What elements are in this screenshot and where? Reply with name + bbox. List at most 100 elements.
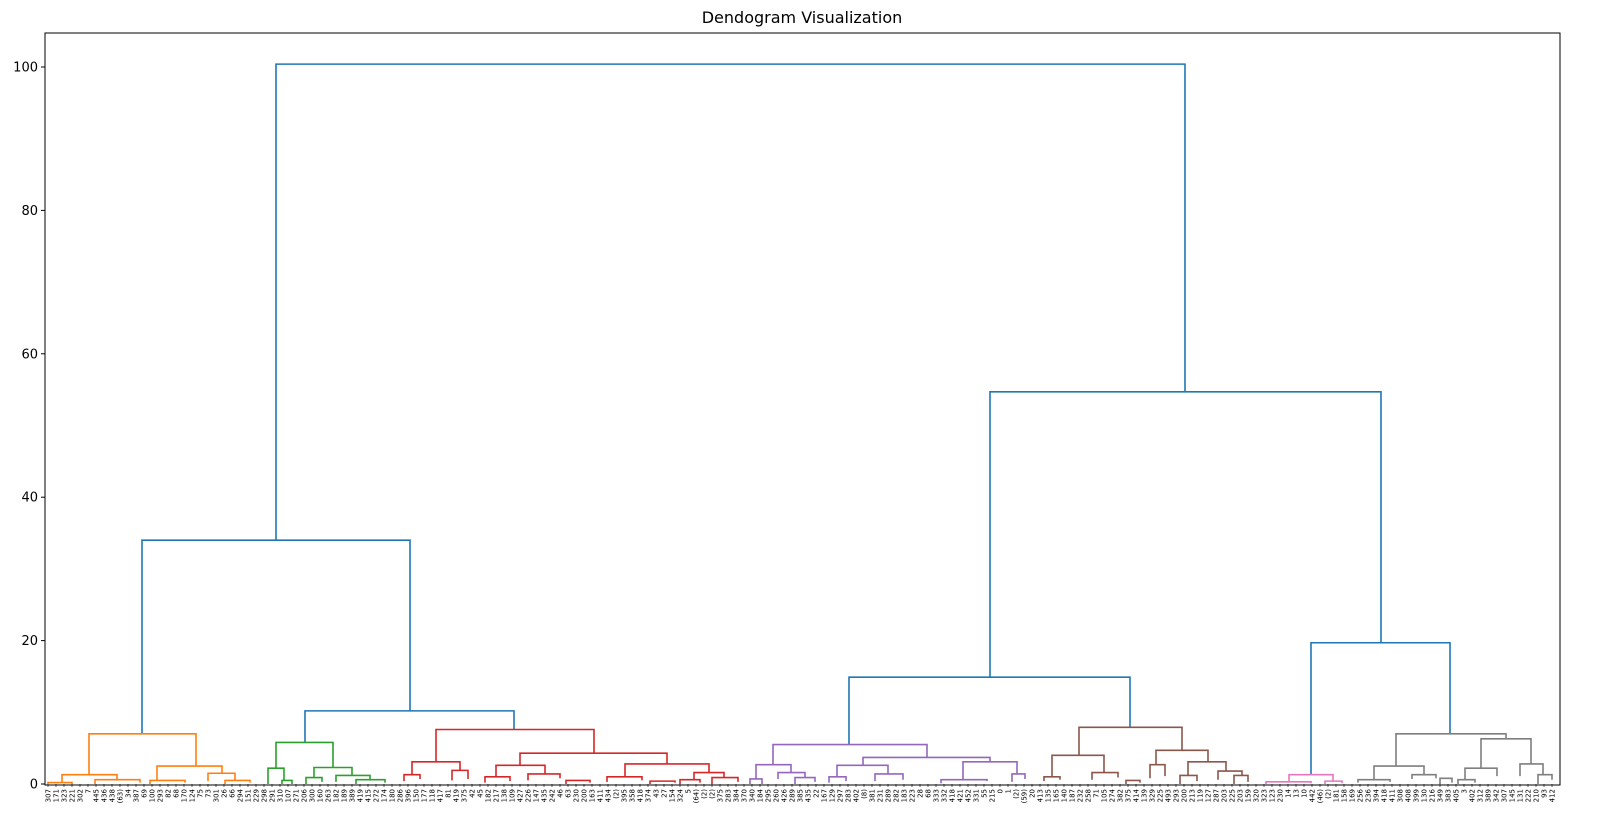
leaf-label: 229 [253, 789, 261, 802]
leaf-label: 320 [1253, 789, 1261, 802]
leaf-label: 402 [853, 789, 861, 802]
dendrogram-link [565, 779, 591, 784]
chart-title: Dendogram Visualization [702, 8, 903, 27]
dendrogram-link [624, 763, 710, 777]
leaf-label: 213 [1189, 789, 1197, 802]
leaf-label: (59) [1021, 789, 1029, 804]
leaf-label: 171 [53, 789, 61, 802]
leaf-label: 385 [797, 789, 805, 802]
leaf-label: 413 [1037, 789, 1045, 802]
dendrogram-link [749, 778, 763, 784]
leaf-label: 187 [1069, 789, 1077, 802]
dendrogram-link [1179, 774, 1198, 784]
leaf-label: 282 [893, 789, 901, 802]
leaf-label: 28 [917, 789, 925, 798]
leaf-label: (8) [861, 789, 869, 799]
leaf-label: 63 [565, 789, 573, 798]
dendrogram-link [1091, 771, 1119, 780]
leaf-label: 332 [941, 789, 949, 802]
leaf-label: 223 [909, 789, 917, 802]
dendrogram-link [275, 741, 334, 769]
dendrogram-link [313, 766, 353, 778]
leaf-label: 7 [85, 789, 93, 793]
dendrogram-link [1155, 749, 1209, 765]
leaf-label: 150 [413, 789, 421, 802]
leaf-label: 286 [397, 788, 405, 802]
dendrogram-link [88, 733, 197, 775]
leaf-label: (2) [613, 789, 621, 799]
leaf-label: 138 [501, 789, 509, 802]
dendrogram-link [679, 778, 701, 784]
leaf-label: 411 [1389, 789, 1397, 802]
dendrogram-link [836, 764, 889, 777]
dendrogram-link [1125, 779, 1141, 784]
leaf-label: 1 [1005, 789, 1013, 793]
leaf-label: 217 [493, 789, 501, 802]
dendrogram-link [828, 776, 847, 783]
dendrogram-link [1233, 774, 1249, 784]
dendrogram-link [1537, 773, 1553, 784]
leaf-label: 421 [957, 789, 965, 802]
leaf-label: 289 [885, 789, 893, 802]
leaf-label: 412 [1549, 789, 1557, 802]
leaf-label: 75 [197, 789, 205, 798]
dendrogram-link [1011, 773, 1026, 782]
y-tick-label: 0 [30, 778, 38, 793]
leaf-label: 22 [813, 789, 821, 798]
dendrogram-link [862, 756, 991, 766]
leaf-label: 81 [445, 789, 453, 798]
leaf-label: (64) [693, 789, 701, 804]
dendrogram-link [794, 776, 816, 784]
leaf-label: 415 [365, 789, 373, 802]
leaf-label: 135 [1045, 789, 1053, 802]
leaf-label: 118 [429, 789, 437, 802]
leaf-label: 203 [1237, 789, 1245, 802]
leaf-label: 231 [877, 789, 885, 802]
dendrogram-link [207, 772, 236, 782]
leaf-label: (2) [1325, 789, 1333, 799]
dendrogram-link [141, 539, 411, 734]
leaf-label: 297 [837, 789, 845, 802]
leaf-label: 158 [1341, 789, 1349, 802]
dendrogram-links [47, 63, 1553, 784]
dendrogram-link [484, 776, 511, 783]
leaf-label: 293 [1173, 789, 1181, 802]
leaf-label: 222 [1525, 789, 1533, 802]
leaf-label: 147 [533, 789, 541, 802]
leaf-label: 127 [1205, 789, 1213, 802]
dendrogram-link [451, 769, 469, 781]
dendrogram-link [281, 779, 293, 784]
leaf-label: 82 [165, 789, 173, 798]
y-tick-label: 60 [21, 347, 38, 362]
leaf-label: 283 [725, 789, 733, 802]
leaf-label: 293 [157, 789, 165, 802]
dendrogram-link [1288, 773, 1334, 782]
dendrogram-link [275, 63, 1186, 541]
leaf-label: 395 [621, 789, 629, 802]
leaf-label: 165 [1053, 789, 1061, 802]
leaf-label: 27 [661, 789, 669, 798]
leaf-label: 160 [317, 789, 325, 802]
dendrogram-link [1395, 733, 1507, 767]
leaf-label: 374 [645, 788, 653, 802]
leaf-label: 129 [829, 789, 837, 802]
leaf-label: (2) [709, 789, 717, 799]
leaf-label: (46) [1317, 789, 1325, 804]
dendrogram-link [1411, 773, 1437, 779]
leaf-label: 370 [741, 789, 749, 802]
leaf-label: 310 [277, 789, 285, 802]
leaf-label: 123 [1269, 789, 1277, 802]
leaf-label: 13 [1293, 789, 1301, 798]
leaf-label: 294 [237, 788, 245, 802]
leaf-label: 418 [637, 789, 645, 802]
plot-frame [44, 32, 1561, 786]
leaf-label: 46 [557, 788, 565, 797]
dendrogram-link [649, 780, 676, 784]
leaf-label: 375 [1125, 789, 1133, 802]
leaf-label: 375 [717, 789, 725, 802]
leaf-label: 438 [109, 789, 117, 802]
leaf-label: 107 [285, 789, 293, 802]
dendrogram-link [1149, 763, 1166, 779]
leaf-label: 340 [749, 789, 757, 802]
